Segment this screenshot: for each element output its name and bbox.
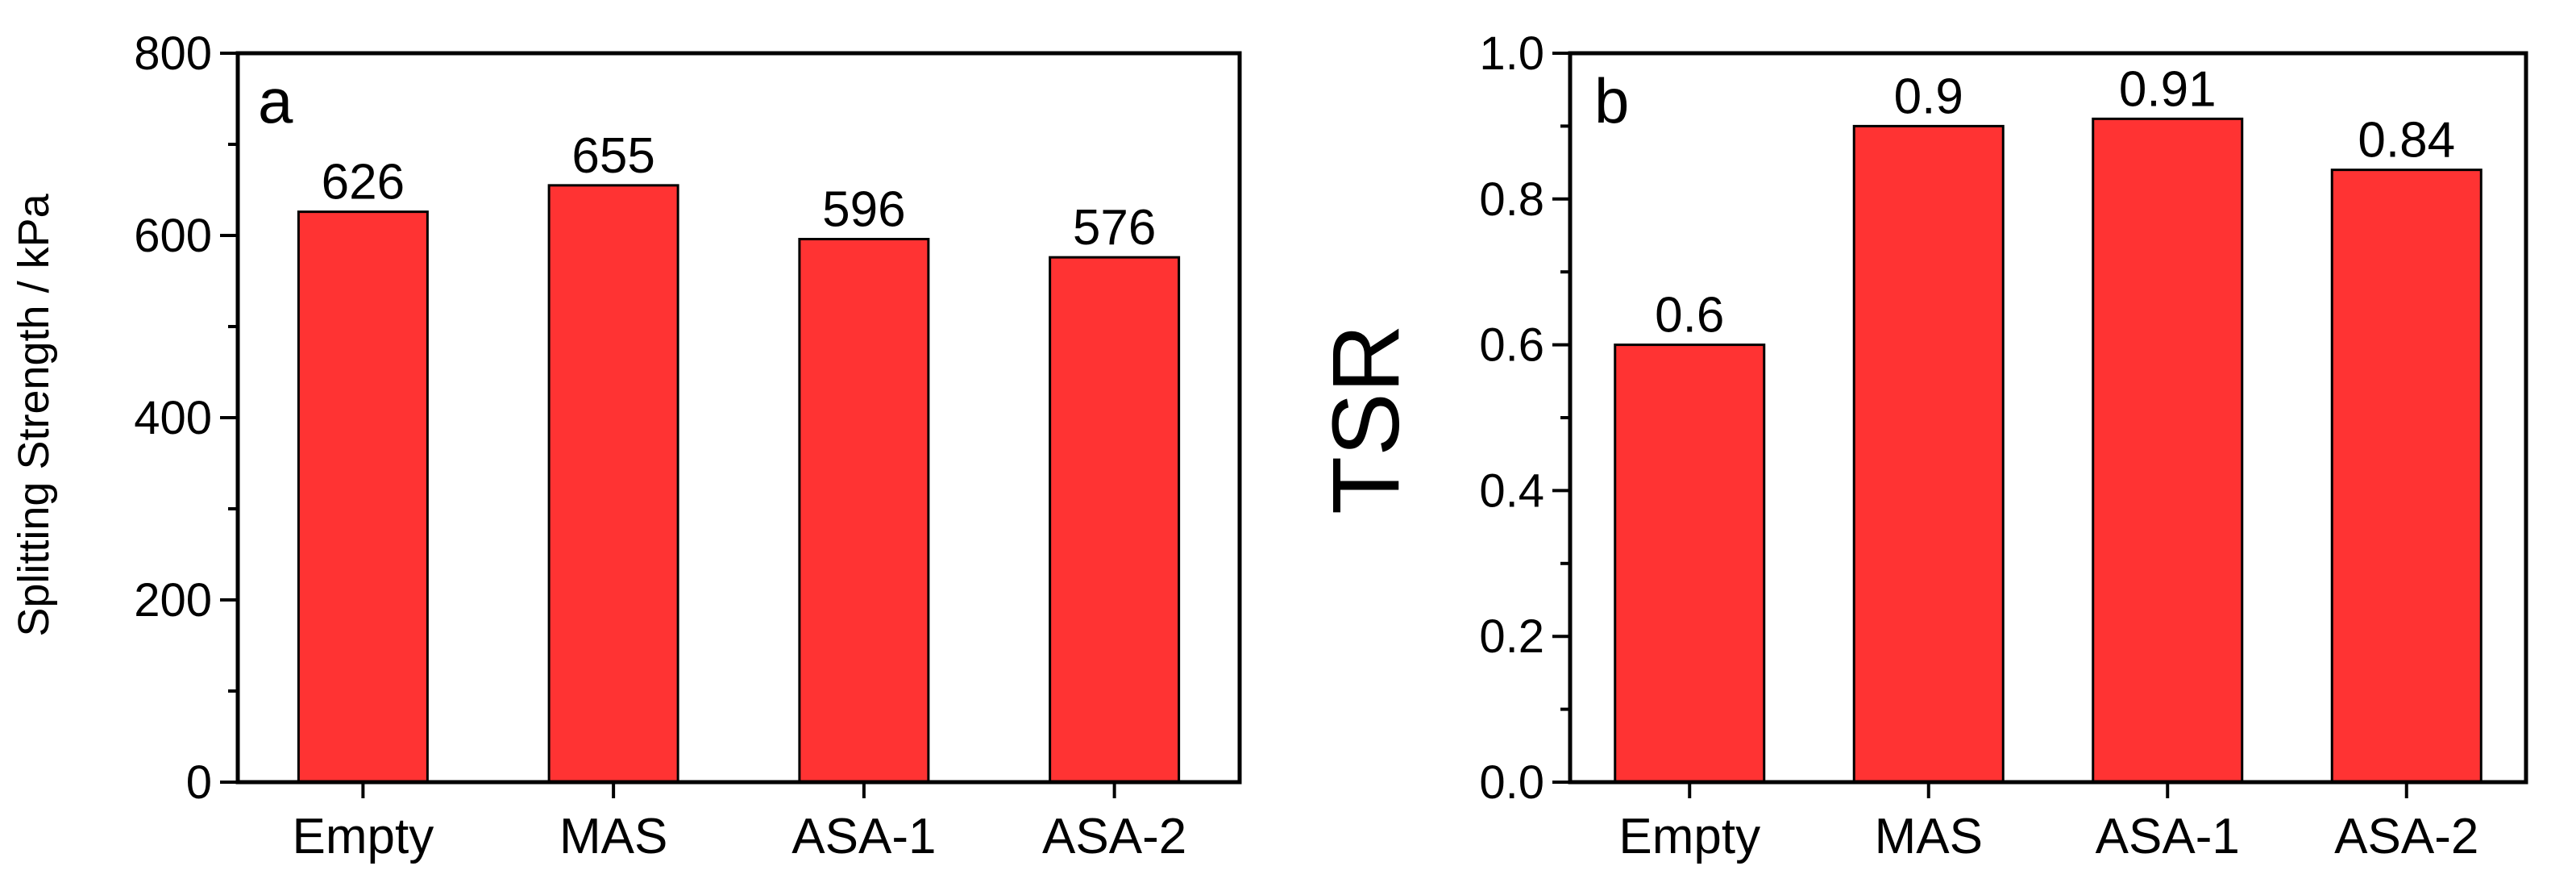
panel-letter-a: a xyxy=(258,65,293,136)
data-label-a: 596 xyxy=(822,182,905,238)
data-label-b: 0.6 xyxy=(1655,288,1724,343)
y-tick-label-a: 800 xyxy=(134,27,212,80)
y-axis-label-a: Splitting Strength / kPa xyxy=(10,193,58,636)
data-label-b: 0.84 xyxy=(2358,113,2455,169)
bar-b-mas xyxy=(1852,124,2005,784)
y-tick-label-a: 600 xyxy=(134,210,212,262)
bar-a-mas xyxy=(547,184,679,784)
chart-panel-b: TSR b 0.00.20.40.60.81.00.6Empty0.9MAS0.… xyxy=(1313,27,2528,864)
y-tick-label-b: 0.8 xyxy=(1479,173,1544,226)
y-tick-label-a: 200 xyxy=(134,574,212,627)
bar-b-asa-1 xyxy=(2092,117,2244,784)
x-tick-label-a: ASA-1 xyxy=(791,809,936,864)
bar-a-asa-2 xyxy=(1049,256,1181,784)
x-tick-label-a: ASA-2 xyxy=(1042,809,1186,864)
y-tick-label-b: 0.4 xyxy=(1479,464,1544,517)
data-label-a: 576 xyxy=(1073,200,1156,256)
y-tick-label-a: 400 xyxy=(134,392,212,444)
data-label-b: 0.91 xyxy=(2119,61,2217,117)
y-tick-label-b: 1.0 xyxy=(1479,27,1544,80)
y-tick-label-b: 0.6 xyxy=(1479,319,1544,372)
data-label-a: 626 xyxy=(322,155,405,210)
x-tick-label-b: Empty xyxy=(1618,809,1760,864)
bar-a-asa-1 xyxy=(798,238,930,784)
y-tick-label-b: 0.2 xyxy=(1479,610,1544,663)
bar-b-asa-2 xyxy=(2330,169,2483,784)
data-label-b: 0.9 xyxy=(1894,69,1963,124)
x-tick-label-b: ASA-2 xyxy=(2334,809,2478,864)
bar-a-empty xyxy=(297,210,429,784)
data-label-a: 655 xyxy=(571,128,654,184)
chart-marks-b: 0.0 0.2 0.4 0.6 0.8 1.0 0.6 Empty 0.9 MAS 0.91 ASA-… xyxy=(1479,27,2483,864)
x-tick-label-b: MAS xyxy=(1875,809,1983,864)
y-axis-label-b: TSR xyxy=(1313,324,1419,514)
bar-b-empty xyxy=(1614,343,1766,784)
x-tick-label-b: ASA-1 xyxy=(2096,809,2240,864)
panel-letter-b: b xyxy=(1594,65,1629,136)
chart-panel-a: Splitting Strength / kPa a 0 200 400 600 800… xyxy=(10,27,1242,864)
y-tick-label-b: 0.0 xyxy=(1479,756,1544,809)
plot-frame-b xyxy=(1568,51,2528,785)
chart-marks-a: 0 200 400 600 800 626 Empty 655 MAS 596 ASA-1 576 AS… xyxy=(134,27,1186,864)
x-tick-label-a: Empty xyxy=(293,809,434,864)
y-tick-label-a: 0 xyxy=(186,756,212,809)
x-tick-label-a: MAS xyxy=(559,809,667,864)
plot-frame-a xyxy=(235,51,1242,785)
